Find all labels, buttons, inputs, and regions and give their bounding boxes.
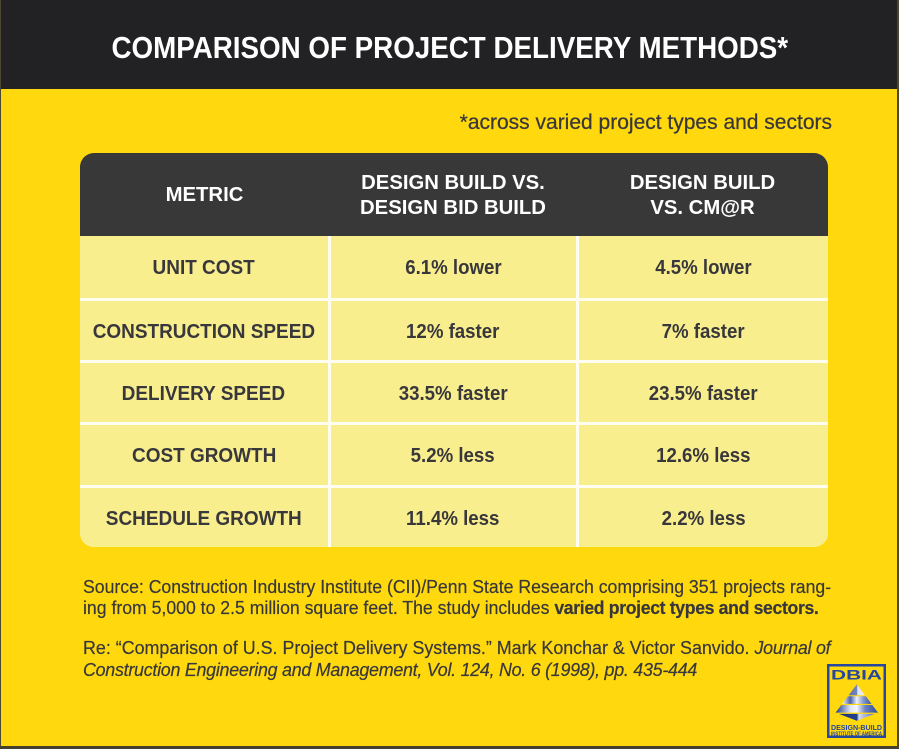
svg-text:DESIGN-BUILD: DESIGN-BUILD <box>831 723 883 732</box>
svg-text:INSTITUTE OF AMERICA: INSTITUTE OF AMERICA <box>831 732 882 738</box>
svg-text:DBIA: DBIA <box>831 667 882 683</box>
